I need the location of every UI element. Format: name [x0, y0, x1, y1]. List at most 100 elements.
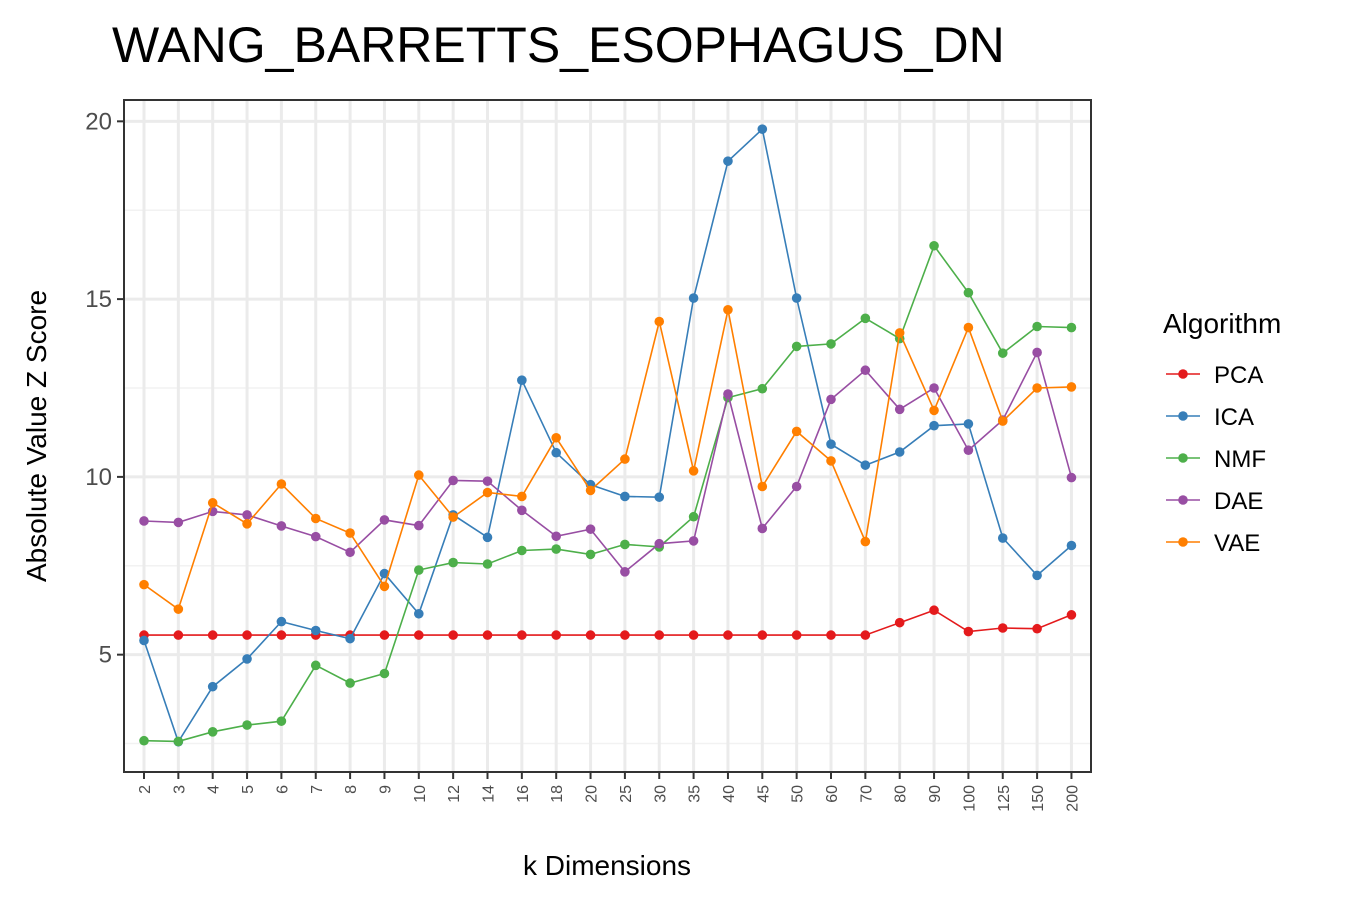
data-point-nmf [276, 716, 287, 726]
data-point-vae [757, 481, 768, 492]
data-point-nmf [173, 736, 184, 747]
legend-label-pca: PCA [1214, 362, 1263, 389]
data-point-pca [1032, 623, 1042, 634]
data-point-pca [860, 630, 871, 640]
data-point-pca [448, 630, 458, 640]
data-point-vae [276, 479, 287, 489]
x-tick-label: 5 [240, 785, 257, 794]
x-tick-label: 90 [927, 785, 944, 803]
data-point-dae [517, 505, 527, 516]
data-point-ica [791, 293, 802, 303]
data-point-nmf [551, 544, 561, 554]
x-tick-label: 9 [377, 785, 394, 794]
legend-label-vae: VAE [1214, 530, 1260, 557]
data-point-nmf [929, 240, 939, 251]
data-point-nmf [860, 313, 871, 324]
data-point-pca [517, 630, 527, 640]
data-point-nmf [997, 348, 1008, 358]
x-tick-label: 125 [996, 785, 1013, 812]
data-point-dae [654, 538, 665, 549]
data-point-vae [929, 405, 939, 416]
data-point-dae [1066, 472, 1077, 483]
data-point-vae [482, 487, 493, 498]
data-point-dae [963, 445, 974, 456]
data-point-vae [173, 604, 184, 614]
legend-key-point [1178, 537, 1188, 547]
data-point-dae [1032, 347, 1042, 358]
x-tick-label: 45 [755, 785, 772, 803]
data-point-dae [379, 515, 390, 525]
plot-border [123, 99, 1092, 773]
legend-key-point [1178, 495, 1188, 505]
grid-minor [124, 209, 1091, 745]
x-tick-label: 14 [481, 785, 498, 803]
data-point-dae [688, 536, 699, 546]
legend-label-dae: DAE [1214, 488, 1263, 515]
data-point-ica [1032, 570, 1042, 581]
data-point-dae [585, 524, 596, 534]
data-point-dae [242, 510, 252, 520]
x-tick-label: 30 [652, 785, 669, 803]
legend: Algorithm PCA ICA NMF DAE VAE [1163, 308, 1281, 557]
data-point-vae [414, 470, 424, 480]
data-point-nmf [414, 565, 424, 575]
data-point-ica [963, 419, 974, 429]
x-axis: 2 3 4 5 6 7 8 9 10 12 14 16 18 20 25 30 35 40 45 50 60 70 80 90… [137, 772, 1081, 812]
data-point-nmf [757, 383, 768, 394]
data-point-pca [242, 630, 252, 640]
series-line-vae [143, 309, 1072, 611]
y-axis: 5 10 15 20 [85, 108, 124, 669]
data-point-pca [379, 630, 390, 640]
data-point-vae [207, 498, 218, 508]
data-point-ica [242, 654, 252, 664]
data-point-ica [551, 447, 561, 458]
data-point-dae [929, 383, 939, 393]
x-tick-label: 16 [515, 785, 532, 803]
x-tick-label: 3 [171, 785, 188, 794]
x-tick-label: 20 [584, 785, 601, 803]
data-point-vae [654, 316, 665, 327]
data-point-dae [345, 547, 355, 558]
legend-key-point [1178, 411, 1188, 421]
data-point-nmf [688, 511, 699, 522]
x-tick-label: 4 [206, 785, 223, 794]
data-point-dae [448, 475, 458, 486]
x-tick-label: 18 [549, 785, 566, 803]
data-point-vae [379, 581, 390, 592]
data-point-dae [723, 389, 733, 399]
data-point-nmf [242, 720, 252, 730]
x-tick-label: 25 [618, 785, 635, 803]
data-point-ica [997, 533, 1008, 543]
data-point-pca [276, 630, 287, 640]
data-point-nmf [207, 727, 218, 737]
data-point-ica [345, 633, 355, 644]
legend-label-nmf: NMF [1214, 446, 1266, 473]
series-line-nmf [143, 244, 1072, 743]
x-tick-label: 50 [790, 785, 807, 803]
data-point-ica [276, 616, 287, 627]
data-point-pca [1066, 610, 1077, 620]
x-tick-label: 150 [1030, 785, 1047, 812]
x-tick-label: 2 [137, 785, 154, 794]
data-point-ica [929, 420, 939, 431]
data-point-ica [894, 447, 905, 457]
data-point-pca [826, 630, 836, 640]
data-point-nmf [517, 545, 527, 556]
data-point-vae [310, 513, 321, 524]
x-tick-label: 100 [961, 785, 978, 812]
data-point-ica [482, 532, 493, 543]
series-line-pca [144, 609, 1072, 636]
x-tick-label: 70 [858, 785, 875, 803]
data-point-ica [310, 625, 321, 636]
x-tick-label: 80 [893, 785, 910, 803]
data-point-nmf [791, 341, 802, 352]
data-point-vae [723, 304, 733, 315]
data-point-vae [894, 328, 905, 338]
data-point-vae [585, 485, 596, 496]
x-tick-label: 12 [446, 785, 463, 803]
data-point-dae [276, 521, 287, 531]
x-tick-label: 40 [721, 785, 738, 803]
data-point-nmf [963, 287, 974, 298]
data-point-vae [620, 454, 630, 464]
data-point-vae [551, 432, 561, 443]
